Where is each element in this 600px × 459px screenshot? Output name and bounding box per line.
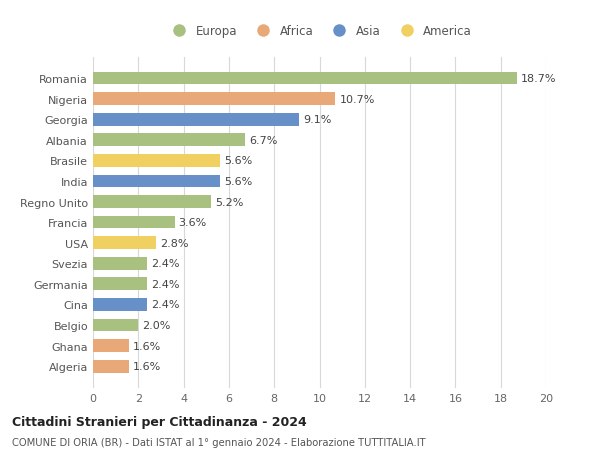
Text: COMUNE DI ORIA (BR) - Dati ISTAT al 1° gennaio 2024 - Elaborazione TUTTITALIA.IT: COMUNE DI ORIA (BR) - Dati ISTAT al 1° g… <box>12 437 425 447</box>
Text: 5.6%: 5.6% <box>224 156 252 166</box>
Text: 2.4%: 2.4% <box>151 300 180 310</box>
Bar <box>93 113 299 126</box>
Legend: Europa, Africa, Asia, America: Europa, Africa, Asia, America <box>163 20 476 43</box>
Text: 1.6%: 1.6% <box>133 362 161 371</box>
Text: 18.7%: 18.7% <box>521 74 556 84</box>
Text: 9.1%: 9.1% <box>303 115 332 125</box>
Text: 6.7%: 6.7% <box>249 135 277 146</box>
Bar <box>93 155 220 168</box>
Bar <box>93 319 139 332</box>
Bar <box>93 93 335 106</box>
Text: 2.8%: 2.8% <box>160 238 189 248</box>
Bar <box>93 73 517 85</box>
Bar <box>93 175 220 188</box>
Text: 5.2%: 5.2% <box>215 197 243 207</box>
Text: 5.6%: 5.6% <box>224 177 252 186</box>
Bar <box>93 216 175 229</box>
Bar <box>93 298 148 311</box>
Bar <box>93 134 245 147</box>
Text: 1.6%: 1.6% <box>133 341 161 351</box>
Text: 10.7%: 10.7% <box>340 95 375 104</box>
Text: 2.0%: 2.0% <box>142 320 171 330</box>
Bar <box>93 196 211 208</box>
Bar <box>93 340 129 353</box>
Text: 2.4%: 2.4% <box>151 259 180 269</box>
Bar <box>93 237 157 250</box>
Text: 3.6%: 3.6% <box>179 218 207 228</box>
Bar <box>93 360 129 373</box>
Bar <box>93 278 148 291</box>
Text: 2.4%: 2.4% <box>151 279 180 289</box>
Bar <box>93 257 148 270</box>
Text: Cittadini Stranieri per Cittadinanza - 2024: Cittadini Stranieri per Cittadinanza - 2… <box>12 415 307 428</box>
